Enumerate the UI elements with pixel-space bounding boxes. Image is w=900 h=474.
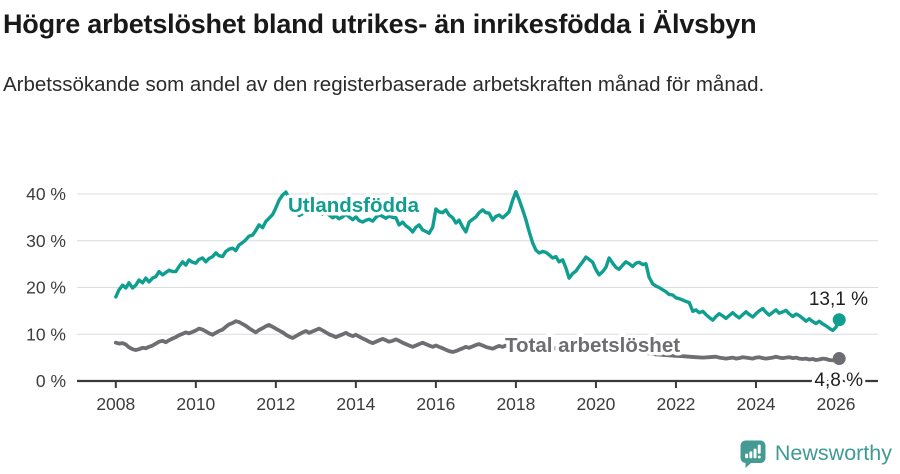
x-tick-label: 2026 <box>817 394 856 414</box>
y-tick-label: 20 % <box>26 278 66 298</box>
x-tick-label: 2024 <box>737 394 776 414</box>
page-title: Högre arbetslöshet bland utrikes- än inr… <box>3 9 757 39</box>
y-tick-label: 0 % <box>36 371 66 391</box>
data-series <box>113 190 846 366</box>
chart-subtitle: Arbetssökande som andel av den registerb… <box>3 73 765 96</box>
y-axis-labels: 0 % 10 % 20 % 30 % 40 % <box>26 184 66 391</box>
x-tick-label: 2020 <box>576 394 615 414</box>
line-total-arbetsloshet <box>113 319 842 363</box>
series-label-total-arbetsloshet: Total arbetslöshet <box>505 334 680 357</box>
x-axis: 2008 2010 2012 2014 2016 2018 2020 2022 2024 2026 <box>77 379 878 414</box>
x-tick-label: 2022 <box>656 394 695 414</box>
series-label-utlandsfodda: Utlandsfödda <box>288 194 420 217</box>
y-tick-label: 30 % <box>26 231 66 251</box>
newsworthy-logo-icon <box>740 440 766 468</box>
line-utlandsfodda <box>114 190 841 333</box>
end-point-dot <box>832 313 846 327</box>
x-tick-label: 2018 <box>496 394 535 414</box>
x-tick-label: 2008 <box>96 394 135 414</box>
end-point-dot <box>832 352 846 366</box>
bar-chart-glyph <box>745 444 761 459</box>
y-tick-label: 40 % <box>26 184 66 204</box>
end-value-label-utlandsfodda: 13,1 % <box>809 289 868 310</box>
newsworthy-brand-text: Newsworthy <box>774 441 892 465</box>
x-tick-label: 2016 <box>416 394 455 414</box>
x-tick-label: 2012 <box>256 394 295 414</box>
speech-bubble-shape <box>740 440 766 468</box>
newsworthy-logo[interactable]: Newsworthy <box>739 439 892 468</box>
chart-annotations: Utlandsfödda Total arbetslöshet 13,1 % 4… <box>285 191 872 395</box>
y-tick-label: 10 % <box>26 324 66 344</box>
end-value-label-total: 4,8 % <box>814 370 863 391</box>
x-tick-label: 2010 <box>176 394 215 414</box>
x-tick-label: 2014 <box>336 394 375 414</box>
